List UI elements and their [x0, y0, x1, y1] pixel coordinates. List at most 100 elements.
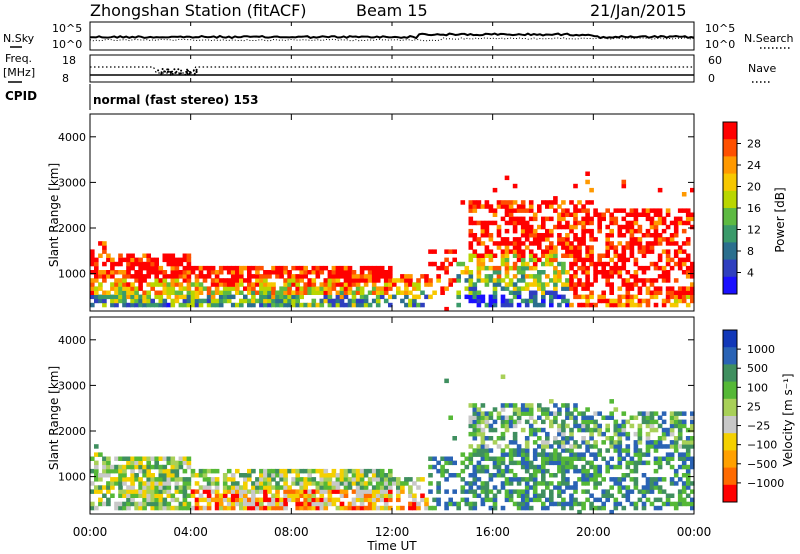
heatmap-cell [339, 468, 345, 474]
heatmap-cell [283, 505, 288, 511]
heatmap-cell [206, 298, 212, 304]
heatmap-cell [460, 485, 466, 490]
heatmap-cell [460, 497, 466, 503]
heatmap-cell [541, 216, 546, 222]
heatmap-cell [396, 481, 401, 486]
heatmap-cell [114, 290, 119, 295]
heatmap-cell [420, 302, 425, 308]
heatmap-cell [412, 282, 417, 287]
heatmap-cell [110, 298, 115, 304]
heatmap-cell [379, 497, 385, 503]
heatmap-cell [226, 278, 232, 283]
heatmap-cell [520, 249, 526, 254]
heatmap-cell [508, 249, 514, 254]
heatmap-cell [452, 436, 457, 441]
heatmap-cell [198, 505, 204, 511]
heatmap-cell [569, 200, 574, 205]
heatmap-cell [484, 468, 490, 474]
heatmap-cell [279, 265, 284, 271]
heatmap-cell [283, 473, 288, 478]
heatmap-cell [424, 274, 429, 279]
heatmap-cell [549, 204, 554, 209]
heatmap-cell [512, 436, 518, 441]
heatmap-cell [460, 200, 466, 205]
heatmap-cell [629, 253, 635, 258]
heatmap-cell [170, 282, 176, 287]
heatmap-cell [464, 286, 470, 291]
heatmap-cell [528, 403, 534, 408]
heatmap-cell [484, 485, 490, 490]
heatmap-cell [617, 265, 623, 271]
heatmap-cell [283, 294, 288, 300]
heatmap-cell [404, 294, 409, 300]
heatmap-cell [102, 485, 107, 490]
heatmap-cell [162, 489, 168, 494]
heatmap-cell [331, 278, 337, 283]
heatmap-cell [102, 464, 107, 470]
heatmap-cell [150, 505, 155, 511]
heatmap-cell [226, 485, 232, 490]
heatmap-cell [597, 497, 602, 503]
heatmap-cell [637, 228, 643, 234]
heatmap-cell [202, 505, 208, 511]
heatmap-cell [255, 298, 260, 304]
heatmap-cell [508, 440, 514, 445]
heatmap-cell [504, 249, 510, 254]
heatmap-cell [516, 448, 522, 453]
heatmap-cell [665, 456, 671, 461]
heatmap-cell [375, 290, 381, 295]
heatmap-cell [363, 485, 369, 490]
heatmap-cell [504, 265, 510, 271]
velocity-colorbar-label: Velocity [m s⁻¹] [781, 373, 795, 466]
heatmap-cell [496, 233, 502, 238]
heatmap-cell [589, 427, 594, 433]
heatmap-cell [545, 460, 550, 466]
heatmap-cell [605, 282, 610, 287]
heatmap-cell [102, 245, 107, 250]
heatmap-cell [154, 489, 159, 494]
heatmap-cell [251, 505, 256, 511]
heatmap-cell [472, 403, 478, 408]
heatmap-cell [472, 448, 478, 453]
heatmap-cell [589, 493, 594, 498]
heatmap-cell [118, 501, 123, 507]
heatmap-cell [492, 241, 498, 246]
heatmap-cell [669, 257, 675, 263]
heatmap-cell [500, 241, 506, 246]
heatmap-cell [251, 298, 256, 304]
heatmap-cell [166, 485, 172, 490]
heatmap-cell [174, 505, 180, 511]
heatmap-cell [508, 278, 514, 283]
heatmap-cell [641, 249, 647, 254]
heatmap-cell [520, 456, 526, 461]
heatmap-cell [388, 270, 393, 275]
heatmap-cell [645, 228, 651, 234]
heatmap-cell [677, 265, 683, 271]
heatmap-cell [669, 477, 675, 482]
heatmap-cell [613, 448, 619, 453]
station-title: Zhongshan Station (fitACF) [90, 1, 307, 20]
heatmap-cell [404, 278, 409, 283]
heatmap-cell [665, 427, 671, 433]
heatmap-cell [359, 270, 365, 275]
colorbar-swatch [723, 225, 737, 243]
heatmap-cell [263, 302, 268, 308]
heatmap-cell [508, 497, 514, 503]
nave-scatter [157, 68, 198, 76]
heatmap-cell [367, 290, 373, 295]
heatmap-cell [202, 265, 208, 271]
heatmap-cell [657, 460, 663, 466]
heatmap-cell [516, 290, 522, 295]
heatmap-cell [484, 282, 490, 287]
heatmap-cell [271, 497, 276, 503]
heatmap-cell [448, 456, 453, 461]
heatmap-cell [154, 485, 159, 490]
heatmap-cell [649, 208, 655, 213]
heatmap-cell [645, 497, 651, 503]
heatmap-cell [665, 290, 671, 295]
heatmap-cell [673, 261, 679, 267]
heatmap-cell [512, 286, 518, 291]
heatmap-cell [416, 278, 421, 283]
heatmap-cell [541, 200, 546, 205]
